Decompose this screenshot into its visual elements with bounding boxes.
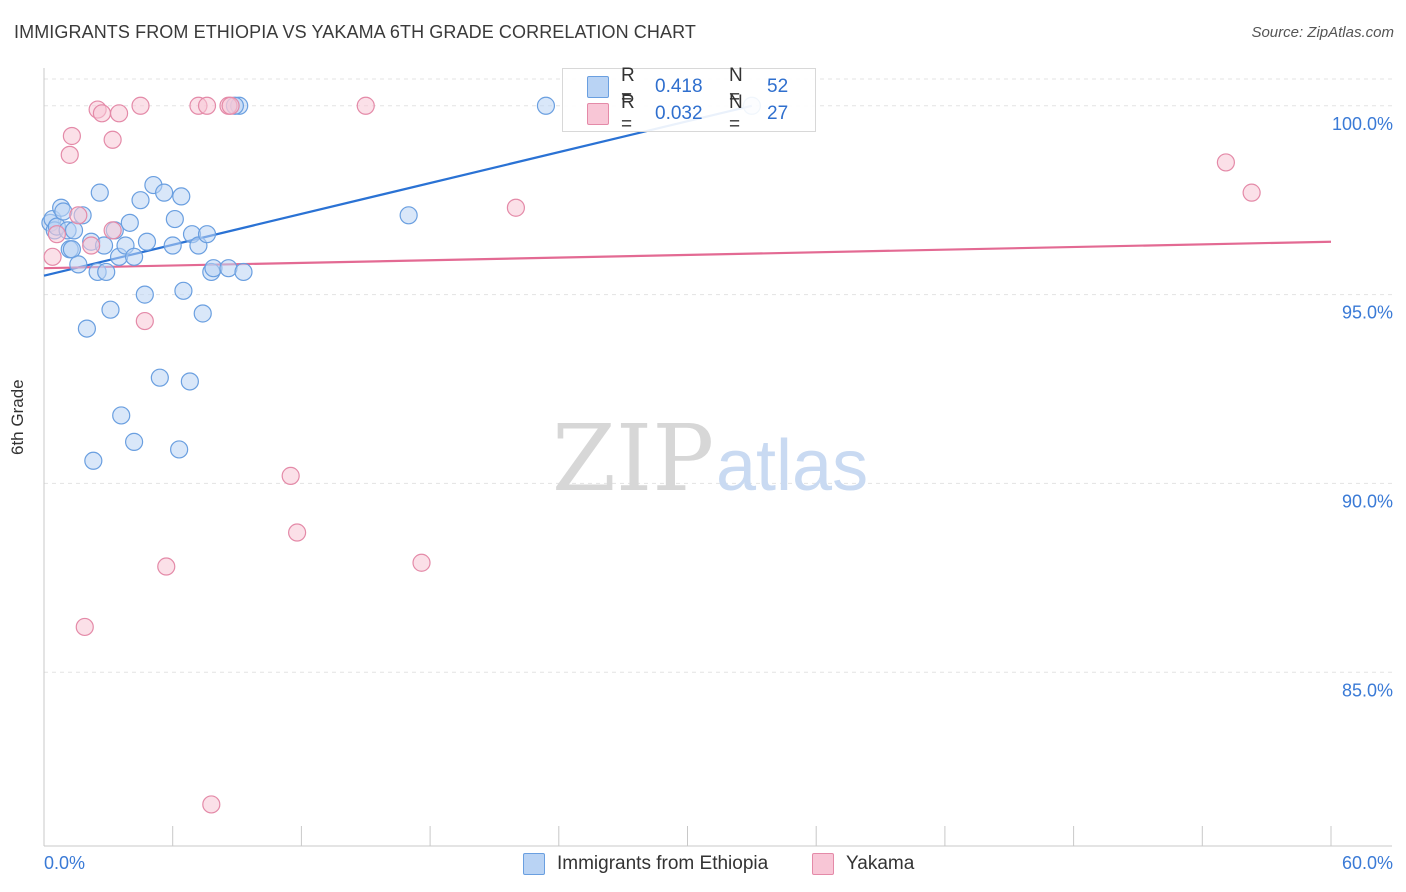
blue-data-point (69, 255, 88, 274)
blue-data-point (97, 262, 116, 282)
pink-data-point (1216, 153, 1235, 172)
legend-r-label: R = (621, 65, 635, 108)
legend-item-yakama: Yakama (812, 851, 914, 877)
legend-swatch-blue (523, 853, 545, 875)
blue-data-point (536, 96, 556, 115)
blue-data-point (90, 183, 109, 202)
blue-data-point (180, 372, 199, 391)
blue-data-point (163, 236, 182, 255)
blue-data-point (120, 213, 139, 232)
legend-n-value: 52 (767, 76, 789, 97)
pink-data-point (103, 221, 122, 240)
x-tick-label-min: 0.0% (44, 853, 85, 873)
blue-data-point (137, 232, 157, 251)
pink-data-point (92, 104, 112, 123)
legend-r-value: 0.418 (655, 76, 703, 97)
pink-data-point (135, 311, 154, 331)
legend-n-label: N = (729, 92, 743, 135)
blue-data-point (135, 285, 154, 304)
chart-title: IMMIGRANTS FROM ETHIOPIA VS YAKAMA 6TH G… (14, 22, 696, 42)
legend-swatch-blue (587, 76, 609, 98)
pink-data-point (202, 795, 221, 814)
legend-n-value: 27 (767, 103, 789, 124)
grid-lines (44, 78, 1392, 673)
watermark-zip: ZIP (552, 405, 714, 512)
blue-data-point (124, 432, 144, 451)
legend-r-value: 0.032 (655, 103, 703, 124)
y-tick-label: 90.0% (1342, 491, 1393, 511)
blue-data-point (174, 281, 193, 300)
blue-data-point (54, 202, 73, 221)
pink-data-point (197, 96, 217, 115)
blue-trendline (43, 104, 753, 277)
legend-n-label: N = (729, 65, 743, 108)
blue-data-point (193, 304, 212, 323)
blue-data-point (150, 368, 169, 387)
axes (43, 68, 1392, 847)
blue-data-point (101, 300, 120, 319)
blue-data-point (62, 240, 81, 259)
pink-data-point (506, 198, 526, 217)
pink-data-point (82, 236, 101, 255)
y-tick-label: 95.0% (1342, 303, 1393, 323)
y-tick-label: 85.0% (1342, 680, 1393, 700)
trendlines (43, 104, 1332, 277)
blue-data-point (84, 451, 103, 470)
watermark-atlas: atlas (716, 426, 868, 506)
legend-swatch-pink (812, 853, 834, 875)
pink-data-point (109, 104, 129, 123)
pink-data-point (157, 557, 176, 576)
x-tick-label-max: 60.0% (1342, 853, 1393, 873)
pink-data-point (43, 247, 62, 266)
legend-r-label: R = (621, 92, 635, 135)
blue-data-point (124, 247, 144, 266)
blue-data-point (399, 206, 418, 225)
pink-data-point (60, 145, 79, 164)
blue-data-point (77, 319, 97, 338)
tick-labels: 85.0% 90.0% 95.0% 100.0% 0.0% 60.0% (44, 114, 1393, 873)
pink-data-point (288, 523, 307, 542)
pink-data-point (356, 96, 375, 115)
blue-data-point (131, 191, 150, 210)
pink-data-point (69, 206, 88, 225)
pink-data-point (62, 126, 81, 146)
blue-data-point (155, 183, 174, 202)
data-points (41, 96, 1261, 814)
legend-label-ethiopia: Immigrants from Ethiopia (557, 853, 769, 874)
watermark: ZIP atlas (552, 405, 868, 512)
blue-data-point (219, 259, 238, 278)
blue-data-point (170, 440, 189, 459)
pink-data-point (103, 130, 122, 149)
stats-legend: R = 0.418 N = 52 R = 0.032 N = 27 (562, 65, 816, 135)
pink-trendline (43, 240, 1332, 270)
legend-item-ethiopia: Immigrants from Ethiopia (523, 851, 768, 877)
legend-label-yakama: Yakama (846, 853, 915, 874)
blue-data-point (172, 187, 191, 206)
blue-data-point (112, 406, 131, 425)
pink-data-point (412, 553, 431, 572)
blue-data-point (165, 209, 184, 229)
legend-swatch-pink (587, 103, 609, 125)
pink-data-point (131, 96, 150, 115)
source-label: Source: ZipAtlas.com (1251, 24, 1394, 41)
y-tick-label: 100.0% (1332, 114, 1393, 134)
pink-data-point (1242, 183, 1261, 202)
pink-data-point (281, 466, 300, 485)
blue-data-point (234, 262, 253, 282)
blue-data-point (197, 225, 217, 244)
blue-data-point (64, 221, 84, 240)
pink-data-point (75, 617, 94, 637)
pink-data-point (47, 225, 66, 244)
pink-data-point (221, 96, 240, 115)
